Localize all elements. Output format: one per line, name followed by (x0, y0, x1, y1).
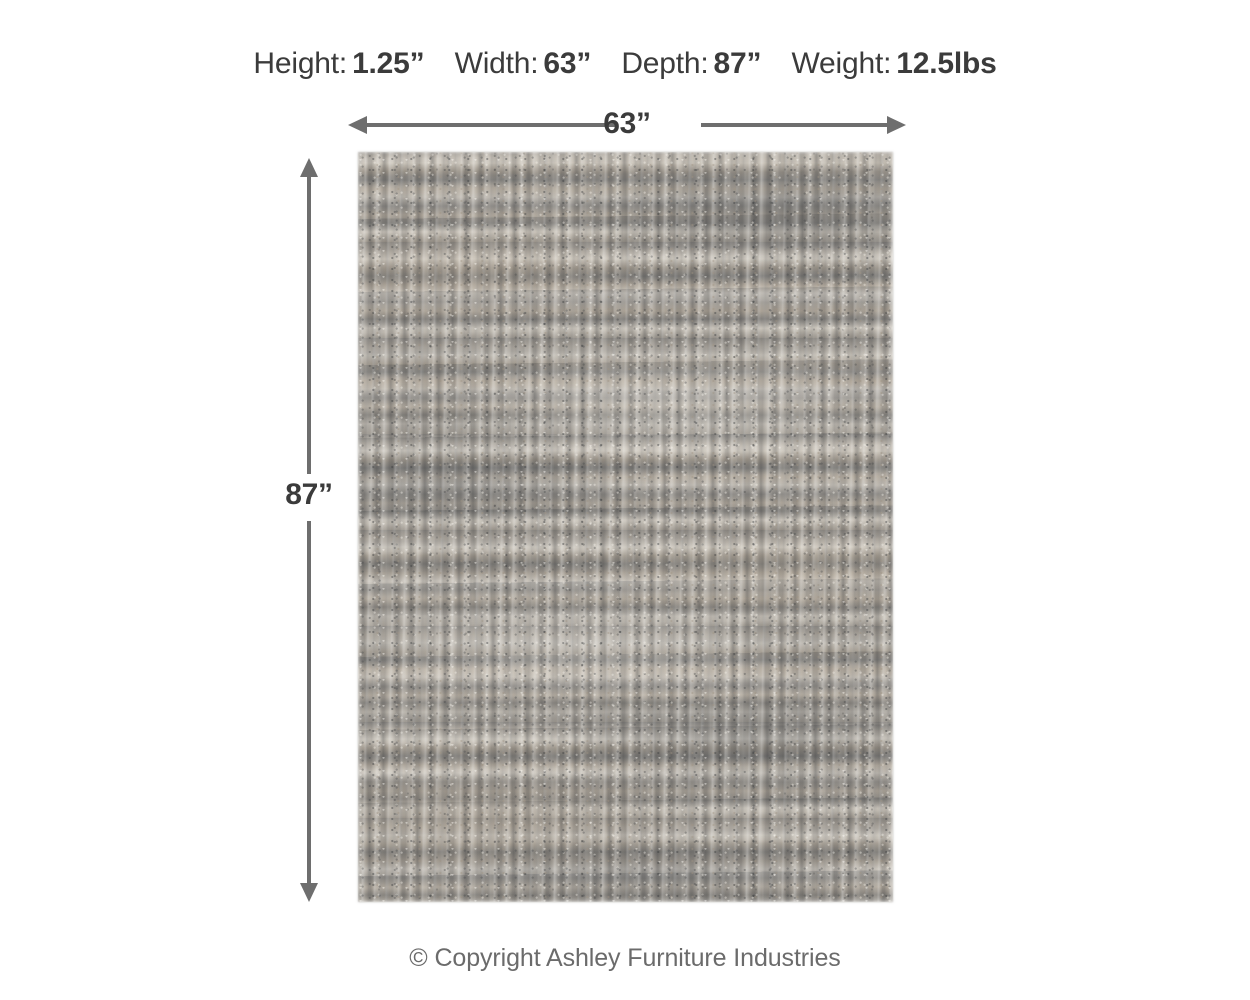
spec-weight-value: 12.5lbs (896, 47, 997, 80)
spec-height: Height: 1.25” (253, 44, 424, 84)
rug-tonal-blotches (358, 152, 893, 902)
arrow-left-shaft (365, 123, 618, 127)
rug-color-bands-alt (358, 152, 893, 902)
rug-fibre-streaks-b (358, 152, 893, 902)
rug-fibre-streaks-a (358, 152, 893, 902)
spec-width-value: 63” (543, 47, 592, 80)
spec-height-label: Height: (253, 47, 348, 80)
product-image-area-rug (358, 152, 893, 902)
rug-pile-grain (358, 152, 893, 902)
arrow-right-shaft (701, 123, 889, 127)
spec-depth-label: Depth: (621, 47, 709, 80)
arrow-top-shaft (307, 175, 311, 475)
arrow-right-head-icon (887, 116, 906, 134)
depth-dimension-arrow: 87” (242, 158, 376, 902)
arrow-bottom-shaft (307, 521, 311, 885)
spec-weight: Weight: 12.5lbs (791, 44, 996, 84)
spec-width-label: Width: (454, 47, 539, 80)
spec-weight-label: Weight: (791, 47, 892, 80)
rug-color-bands (358, 152, 893, 902)
spec-width: Width: 63” (455, 44, 592, 84)
product-specs-line: Height: 1.25” Width: 63” Depth: 87” Weight:… (0, 44, 1250, 84)
spec-depth: Depth: 87” (621, 44, 761, 84)
copyright-notice: © Copyright Ashley Furniture Industries (409, 944, 841, 972)
width-dimension-label: 63” (603, 107, 651, 140)
width-dimension-arrow: 63” (348, 107, 906, 140)
spec-depth-value: 87” (713, 47, 762, 80)
arrow-down-head-icon (300, 883, 318, 902)
spec-height-value: 1.25” (352, 47, 425, 80)
depth-dimension-label: 87” (242, 474, 376, 516)
rug-pile-edge (358, 152, 893, 902)
arrow-up-head-icon (300, 158, 318, 177)
arrow-left-head-icon (348, 116, 367, 134)
